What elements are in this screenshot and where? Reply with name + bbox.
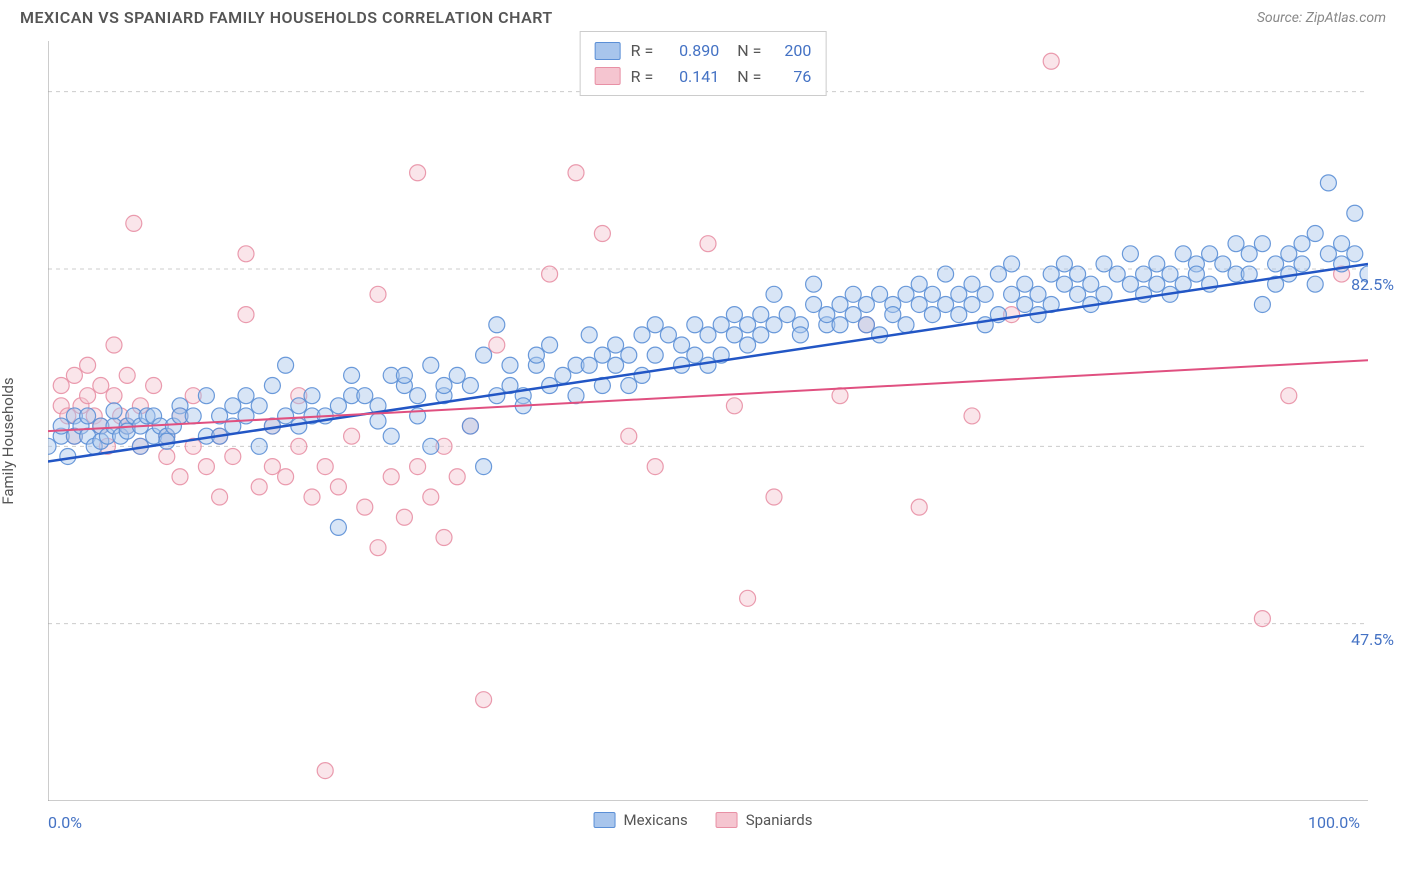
r-value: 0.890 xyxy=(663,38,719,64)
scatter-plot xyxy=(48,41,1368,801)
y-axis-label: Family Households xyxy=(0,377,17,504)
legend-label: Mexicans xyxy=(624,811,688,829)
x-tick-label: 100.0% xyxy=(1308,813,1360,832)
legend-swatch xyxy=(594,812,616,828)
chart-source: Source: ZipAtlas.com xyxy=(1257,10,1386,26)
legend-swatch xyxy=(716,812,738,828)
stat-label: R = xyxy=(631,38,654,64)
chart-title: MEXICAN VS SPANIARD FAMILY HOUSEHOLDS CO… xyxy=(20,8,553,27)
stat-label: R = xyxy=(631,64,654,90)
y-tick-label: 47.5% xyxy=(1351,630,1394,649)
chart-header: MEXICAN VS SPANIARD FAMILY HOUSEHOLDS CO… xyxy=(0,0,1406,31)
legend-label: Spaniards xyxy=(746,811,813,829)
chart-area: Family Households ZIPatlas R = 0.890 N =… xyxy=(0,31,1406,851)
series-legend: Mexicans Spaniards xyxy=(594,811,813,829)
r-value: 0.141 xyxy=(663,64,719,90)
legend-swatch xyxy=(595,67,621,85)
n-value: 76 xyxy=(771,64,811,90)
legend-swatch xyxy=(595,42,621,60)
correlation-row: R = 0.141 N = 76 xyxy=(595,64,812,90)
legend-item: Spaniards xyxy=(716,811,813,829)
correlation-row: R = 0.890 N = 200 xyxy=(595,38,812,64)
stat-label: N = xyxy=(729,64,761,90)
y-tick-label: 82.5% xyxy=(1351,275,1394,294)
legend-item: Mexicans xyxy=(594,811,688,829)
x-tick-label: 0.0% xyxy=(48,813,82,832)
stat-label: N = xyxy=(729,38,761,64)
correlation-legend: R = 0.890 N = 200 R = 0.141 N = 76 xyxy=(580,31,827,96)
n-value: 200 xyxy=(771,38,811,64)
